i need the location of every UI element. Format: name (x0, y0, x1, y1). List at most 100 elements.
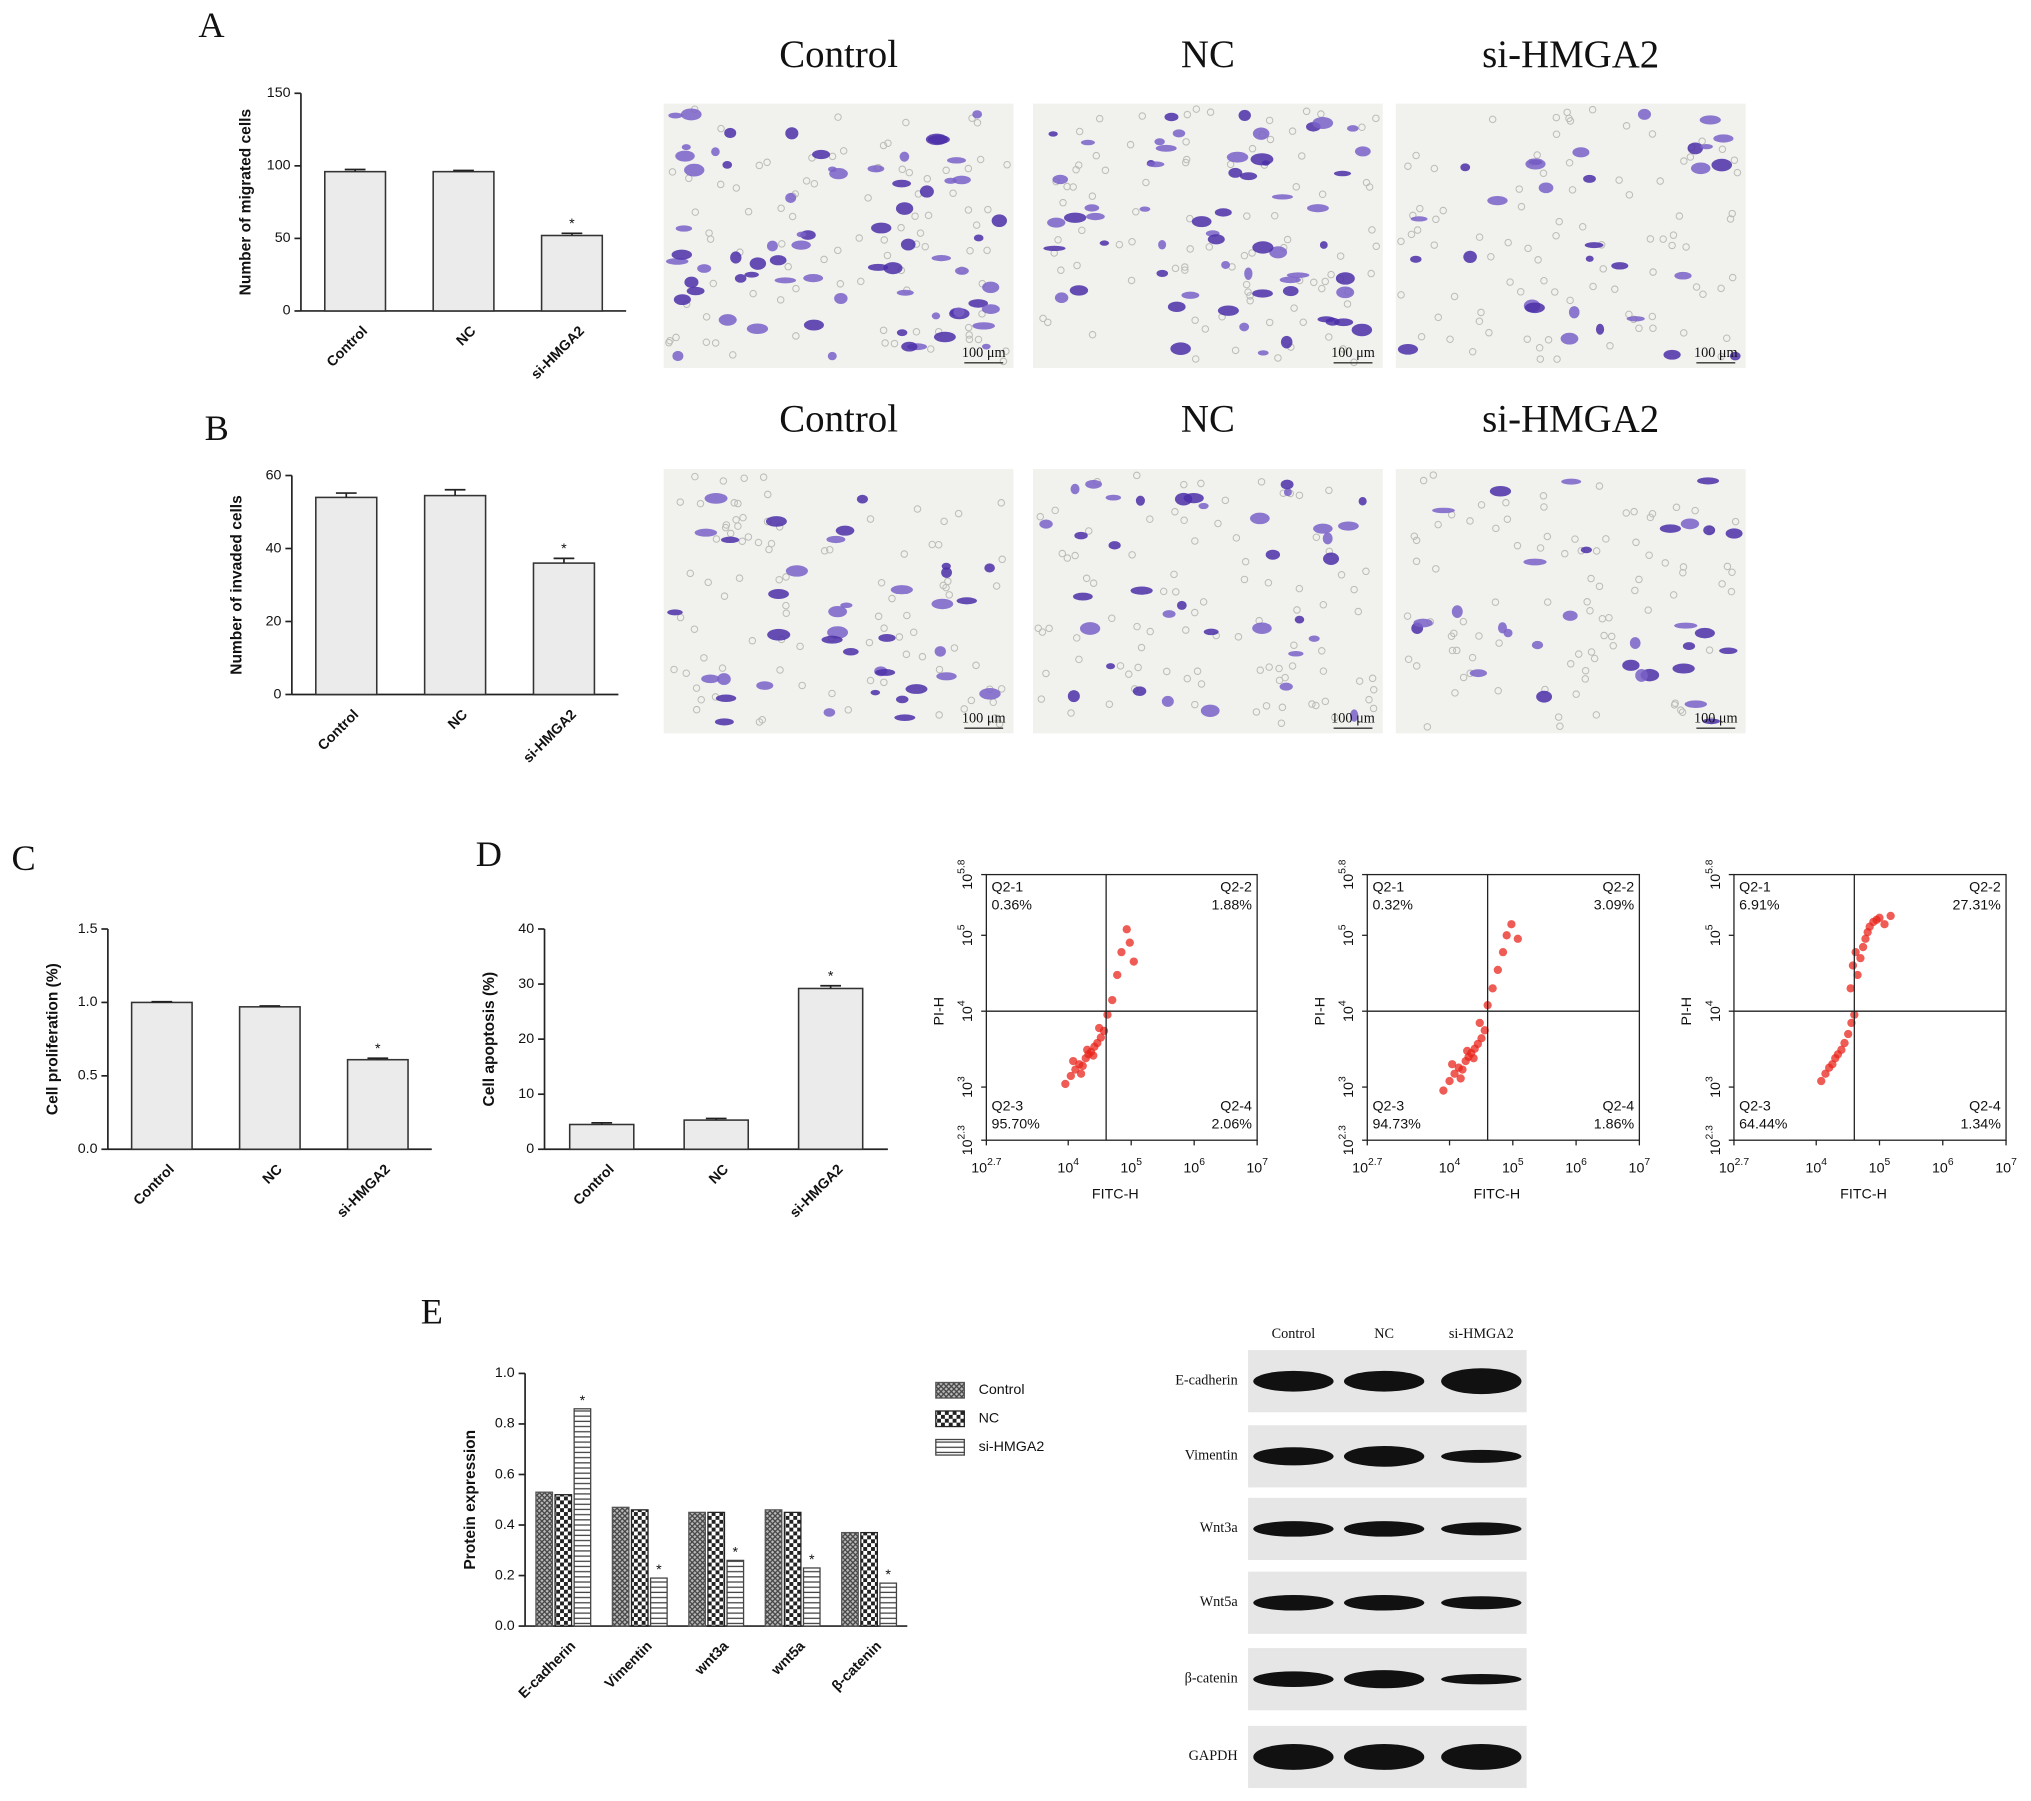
pore (1214, 519, 1222, 528)
pore (1205, 243, 1214, 251)
row-label: Vimentin (1185, 1448, 1238, 1464)
cell (1070, 483, 1080, 495)
pore (763, 490, 772, 499)
pore (796, 642, 804, 651)
cell (1672, 663, 1695, 674)
cell (1164, 112, 1179, 122)
cell (821, 635, 843, 644)
event-dot (1117, 947, 1126, 957)
row-label: Wnt3a (1200, 1520, 1239, 1536)
significance: * (656, 1562, 662, 1578)
cell (1250, 512, 1270, 525)
pore (1045, 624, 1053, 633)
cell (1176, 600, 1187, 610)
cell (1172, 129, 1186, 138)
pore (1607, 632, 1616, 641)
cell (823, 708, 836, 717)
cell (1283, 488, 1292, 497)
cell (827, 626, 849, 639)
y-tick-label: 102.3 (956, 1125, 976, 1155)
pore (1533, 151, 1541, 159)
cell (672, 350, 684, 362)
cell (1333, 318, 1354, 327)
pore (1534, 256, 1542, 264)
cell (1674, 271, 1692, 280)
pore (911, 212, 919, 220)
pore (1365, 695, 1373, 704)
pore (1645, 551, 1653, 559)
y-axis-title: PI-H (1679, 997, 1695, 1026)
event-dot (1480, 1026, 1489, 1035)
cell (1572, 147, 1590, 158)
bar (841, 1531, 859, 1627)
cell (931, 312, 941, 320)
x-tick-label: Control (324, 323, 371, 370)
pore (928, 540, 936, 549)
pore (978, 310, 986, 318)
pore (1191, 316, 1199, 324)
quadrant-name: Q2-1 (1372, 879, 1404, 895)
pore (810, 179, 819, 188)
cell (953, 307, 965, 317)
cell (785, 192, 797, 204)
event-dot (1851, 947, 1860, 957)
pore (998, 555, 1006, 564)
micrograph (1395, 103, 1746, 368)
significance: * (809, 1552, 815, 1568)
y-tick-label: 103 (1337, 1076, 1357, 1098)
event-dot (1507, 920, 1516, 929)
pore (1554, 713, 1563, 721)
cell (1711, 158, 1733, 172)
micrograph-label: NC (1181, 397, 1235, 440)
pore (686, 569, 695, 578)
pore (1089, 579, 1098, 587)
cell (1684, 700, 1707, 708)
pore (1290, 304, 1298, 312)
cell (686, 286, 705, 296)
pore (1265, 318, 1274, 327)
cell (1200, 704, 1220, 717)
pore (1299, 318, 1308, 327)
pore (1672, 503, 1681, 512)
pore (782, 609, 791, 618)
pore (702, 338, 711, 346)
cell (1132, 686, 1147, 697)
event-dot (1513, 934, 1522, 943)
pore (1354, 607, 1363, 616)
cell (1181, 291, 1200, 299)
error-bar (705, 1117, 727, 1121)
pore (1599, 265, 1607, 273)
pore (1241, 557, 1250, 566)
cell (684, 276, 699, 288)
cell (701, 674, 720, 684)
pore (965, 335, 974, 344)
pore (1197, 479, 1205, 488)
pore (1412, 536, 1421, 545)
cell (890, 585, 913, 595)
pore (1265, 116, 1274, 125)
cell (803, 274, 824, 283)
cell (1463, 250, 1477, 263)
pore (1037, 695, 1046, 703)
y-tick-label: 0.0 (495, 1618, 515, 1634)
pore (1063, 182, 1071, 191)
pore (949, 189, 957, 197)
pore (782, 601, 790, 610)
cell (1489, 486, 1512, 497)
event-dot (1108, 995, 1117, 1005)
pore (954, 509, 963, 518)
x-tick-label: NC (706, 1162, 732, 1188)
scale-bar-label: 100 μm (1694, 345, 1738, 361)
pore (916, 229, 925, 237)
cell (668, 112, 683, 119)
pore (903, 611, 911, 620)
pore (1288, 127, 1297, 135)
cell (714, 718, 734, 726)
pore (1075, 655, 1083, 664)
cell (665, 258, 689, 265)
cell (1680, 518, 1700, 530)
event-dot (1096, 1033, 1106, 1042)
pore (1451, 689, 1459, 697)
pore (912, 328, 921, 336)
y-tick-label: 102.3 (1704, 1125, 1724, 1155)
